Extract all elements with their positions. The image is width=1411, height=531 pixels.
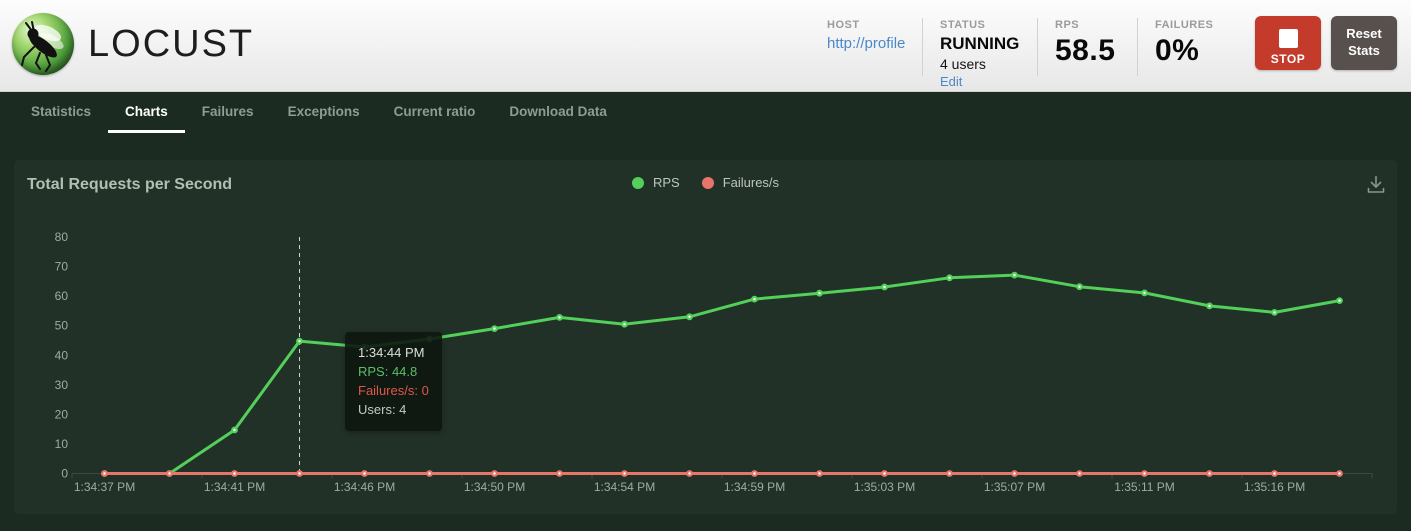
svg-text:1:34:37 PM: 1:34:37 PM — [74, 480, 135, 494]
host-link[interactable]: http://profile — [827, 35, 906, 52]
svg-text:0: 0 — [61, 467, 68, 481]
svg-text:60: 60 — [55, 289, 69, 303]
locust-logo: LOCUST — [12, 13, 254, 75]
svg-text:40: 40 — [55, 348, 69, 362]
tooltip-line: RPS: 44.8 — [358, 364, 418, 379]
svg-text:1:34:41 PM: 1:34:41 PM — [204, 480, 265, 494]
failures-value: 0% — [1155, 34, 1200, 67]
status-info: STATUS RUNNING 4 users Edit — [940, 19, 1019, 89]
main-content: Total Requests per Second RPS Failures/s … — [0, 133, 1411, 514]
legend-item-rps[interactable]: RPS — [631, 175, 680, 190]
status-value: RUNNING — [940, 34, 1020, 53]
rps-info: RPS 58.5 — [1055, 19, 1115, 68]
status-label: STATUS — [940, 19, 986, 31]
edit-users-link[interactable]: Edit — [940, 74, 963, 89]
rps-value: 58.5 — [1055, 34, 1116, 67]
tab-exceptions[interactable]: Exceptions — [287, 104, 360, 119]
tab-download-data[interactable]: Download Data — [509, 104, 607, 119]
svg-text:1:34:46 PM: 1:34:46 PM — [334, 480, 395, 494]
divider — [1037, 18, 1038, 76]
tooltip-line: Failures/s: 0 — [358, 383, 429, 398]
svg-text:70: 70 — [55, 260, 69, 274]
svg-text:20: 20 — [55, 407, 69, 421]
host-label: HOST — [827, 19, 860, 31]
stop-button[interactable]: STOP — [1255, 16, 1321, 70]
tooltip-time: 1:34:44 PM — [358, 345, 425, 360]
svg-text:1:34:50 PM: 1:34:50 PM — [464, 480, 525, 494]
download-chart-icon[interactable] — [1365, 173, 1387, 195]
failures-info: FAILURES 0% — [1155, 19, 1213, 68]
svg-text:30: 30 — [55, 378, 69, 392]
legend-label: Failures/s — [722, 175, 780, 190]
svg-text:1:34:54 PM: 1:34:54 PM — [594, 480, 655, 494]
divider — [1137, 18, 1138, 76]
stop-button-label: STOP — [1270, 51, 1306, 66]
app-header: LOCUST HOST http://profile STATUS RUNNIN… — [0, 0, 1411, 92]
host-info: HOST http://profile — [827, 19, 905, 52]
legend-item-failures-s[interactable]: Failures/s — [701, 175, 780, 190]
tab-statistics[interactable]: Statistics — [31, 104, 92, 119]
reset-stats-button[interactable]: Reset Stats — [1331, 16, 1397, 70]
chart-title: Total Requests per Second — [27, 176, 233, 193]
chart-tooltip: 1:34:44 PM RPS: 44.8 Failures/s: 0 Users: … — [345, 332, 442, 431]
svg-text:1:35:07 PM: 1:35:07 PM — [984, 480, 1045, 494]
legend-dot-icon — [701, 176, 714, 189]
svg-text:80: 80 — [55, 230, 69, 244]
chart-legend: RPS Failures/s — [14, 175, 1397, 190]
tab-charts[interactable]: Charts — [108, 92, 185, 133]
svg-text:1:34:59 PM: 1:34:59 PM — [724, 480, 785, 494]
tab-failures[interactable]: Failures — [201, 104, 254, 119]
svg-text:50: 50 — [55, 319, 69, 333]
tooltip-line: Users: 4 — [358, 402, 407, 417]
rps-label: RPS — [1055, 19, 1080, 31]
svg-text:10: 10 — [55, 437, 69, 451]
rps-chart[interactable]: 0 10 20 30 40 50 60 70 80 1:34:37 PM 1:34:41 PM 1:3… — [14, 220, 1397, 510]
locust-logo-icon — [12, 13, 74, 75]
tab-current-ratio[interactable]: Current ratio — [393, 104, 476, 119]
failures-label: FAILURES — [1155, 19, 1214, 31]
main-nav: Statistics Charts Failures Exceptions Curren… — [0, 92, 1411, 133]
svg-text:1:35:16 PM: 1:35:16 PM — [1244, 480, 1305, 494]
svg-text:1:35:11 PM: 1:35:11 PM — [1114, 480, 1174, 494]
legend-dot-icon — [631, 176, 644, 189]
svg-text:1:35:03 PM: 1:35:03 PM — [854, 480, 915, 494]
logo-text: LOCUST — [88, 22, 255, 65]
divider — [922, 18, 923, 76]
stop-icon — [1278, 28, 1298, 48]
status-users: 4 users — [940, 56, 986, 72]
legend-label: RPS — [652, 175, 680, 190]
rps-chart-panel: Total Requests per Second RPS Failures/s … — [14, 160, 1397, 514]
